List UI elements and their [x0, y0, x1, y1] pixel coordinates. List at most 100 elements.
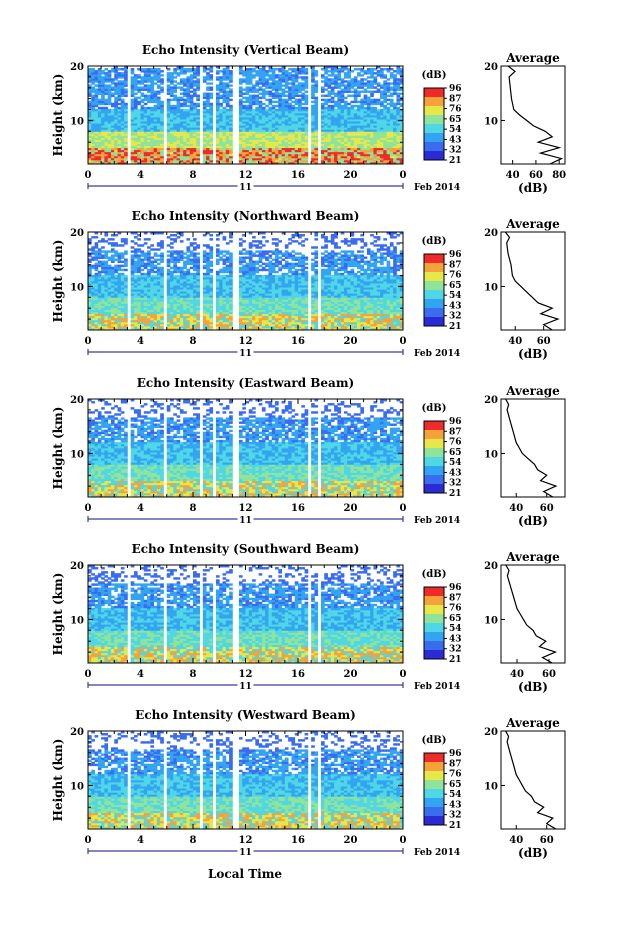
- heatmap-cell: [239, 86, 243, 88]
- heatmap-cell: [144, 95, 148, 97]
- heatmap-cell: [91, 95, 95, 97]
- panel-title: Echo Intensity (Northward Beam): [132, 209, 360, 223]
- heatmap-cell: [154, 265, 158, 267]
- heatmap-cell: [396, 93, 400, 95]
- heatmap-cell: [380, 109, 384, 111]
- heatmap-cell: [141, 250, 145, 252]
- heatmap-cell: [160, 101, 164, 103]
- heatmap-cell: [98, 261, 102, 263]
- colorbar-segment: [424, 97, 444, 106]
- heatmap-cell: [183, 88, 187, 90]
- heatmap-cell: [186, 238, 190, 240]
- heatmap-cell: [183, 109, 187, 111]
- heatmap-cell: [268, 91, 272, 93]
- heatmap-cell: [360, 99, 364, 101]
- heatmap-cell: [95, 273, 99, 275]
- heatmap-cell: [351, 105, 355, 107]
- heatmap-cell: [360, 74, 364, 76]
- heatmap-cell: [183, 99, 187, 101]
- heatmap-cell: [121, 80, 125, 82]
- heatmap-cell: [150, 261, 154, 263]
- heatmap-cell: [141, 68, 145, 70]
- heatmap-cell: [396, 107, 400, 109]
- heatmap-cell: [223, 68, 227, 70]
- heatmap-cell: [167, 84, 171, 86]
- heatmap-cell: [219, 76, 223, 78]
- colorbar-tick-label: 32: [449, 146, 462, 156]
- heatmap-cell: [396, 78, 400, 80]
- heatmap-cell: [190, 267, 194, 269]
- heatmap-cell: [154, 271, 158, 273]
- heatmap-cell: [118, 265, 122, 267]
- heatmap-cell: [298, 82, 302, 84]
- x-tick-label: 0: [85, 170, 92, 181]
- heatmap-cell: [278, 74, 282, 76]
- heatmap-cell: [259, 86, 263, 88]
- heatmap-cell: [246, 86, 250, 88]
- heatmap-cell: [170, 267, 174, 269]
- heatmap-cell: [206, 86, 210, 88]
- heatmap-cell: [167, 236, 171, 238]
- colorbar-segment: [424, 151, 444, 160]
- heatmap-cell: [190, 74, 194, 76]
- heatmap-cell: [282, 84, 286, 86]
- heatmap-cell: [226, 91, 230, 93]
- heatmap-cell: [305, 76, 309, 78]
- heatmap-cell: [170, 72, 174, 74]
- heatmap-cell: [111, 103, 115, 105]
- heatmap-cell: [295, 99, 299, 101]
- heatmap-cell: [124, 103, 128, 105]
- panel-title: Echo Intensity (Vertical Beam): [142, 43, 349, 57]
- heatmap-cell: [223, 82, 227, 84]
- heatmap-cell: [157, 97, 161, 99]
- heatmap-cell: [98, 240, 102, 242]
- heatmap-cell: [134, 97, 138, 99]
- heatmap-cell: [373, 91, 377, 93]
- heatmap-cell: [141, 76, 145, 78]
- colorbar-segment: [424, 88, 444, 97]
- heatmap-cell: [226, 109, 230, 111]
- heatmap-cell: [157, 242, 161, 244]
- heatmap-cell: [370, 91, 374, 93]
- heatmap-cell: [341, 88, 345, 90]
- heatmap-cell: [124, 275, 128, 277]
- heatmap-cell: [301, 107, 305, 109]
- heatmap-cell: [246, 105, 250, 107]
- heatmap-cell: [203, 76, 207, 78]
- heatmap-cell: [357, 80, 361, 82]
- heatmap-cell: [101, 275, 105, 277]
- heatmap-cell: [150, 107, 154, 109]
- heatmap-cell: [170, 234, 174, 236]
- heatmap-cell: [180, 97, 184, 99]
- heatmap-cell: [275, 109, 279, 111]
- heatmap-cell: [285, 70, 289, 72]
- heatmap-cell: [121, 269, 125, 271]
- heatmap-cell: [118, 107, 122, 109]
- heatmap-cell: [275, 80, 279, 82]
- heatmap-cell: [242, 105, 246, 107]
- heatmap-cell: [324, 95, 328, 97]
- heatmap-cell: [101, 246, 105, 248]
- heatmap-cell: [390, 99, 394, 101]
- heatmap-cell: [150, 76, 154, 78]
- heatmap-cell: [114, 259, 118, 261]
- heatmap-cell: [114, 250, 118, 252]
- heatmap-cell: [242, 88, 246, 90]
- heatmap-cell: [285, 99, 289, 101]
- heatmap-cell: [268, 107, 272, 109]
- heatmap-cell: [108, 70, 112, 72]
- heatmap-cell: [291, 105, 295, 107]
- heatmap-cell: [137, 275, 141, 277]
- heatmap-cell: [341, 78, 345, 80]
- heatmap-cell: [364, 95, 368, 97]
- heatmap-cell: [95, 250, 99, 252]
- heatmap-cell: [95, 263, 99, 265]
- heatmap-cell: [91, 236, 95, 238]
- heatmap-cell: [229, 88, 233, 90]
- heatmap-cell: [216, 70, 220, 72]
- heatmap-cell: [305, 68, 309, 70]
- heatmap-cell: [173, 105, 177, 107]
- heatmap-cell: [173, 250, 177, 252]
- heatmap-cell: [160, 86, 164, 88]
- heatmap-cell: [134, 93, 138, 95]
